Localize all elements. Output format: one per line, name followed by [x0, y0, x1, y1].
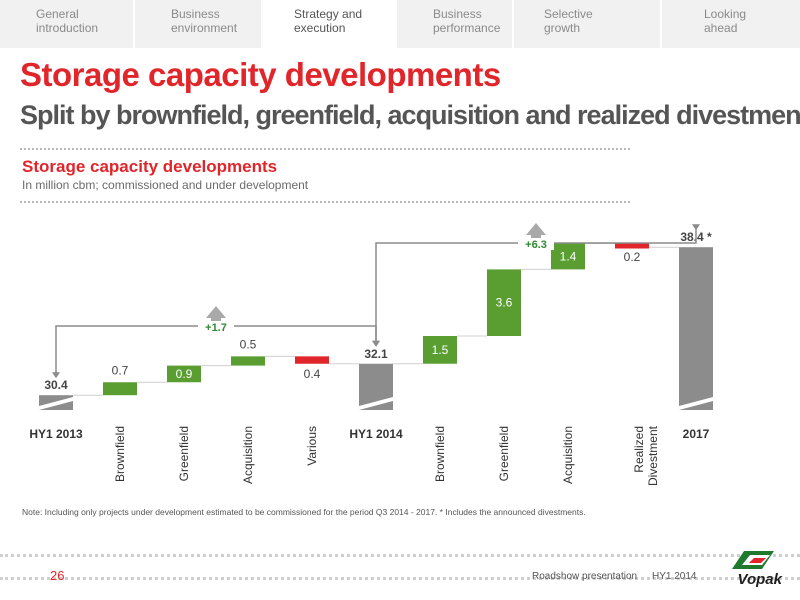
nav-tab-strategy-and-execution[interactable]: Strategy and execution: [263, 0, 397, 48]
axis-break-mark: [359, 397, 393, 410]
nav-tab-selective-growth[interactable]: Selective growth: [514, 0, 662, 48]
data-label: 1.4: [560, 249, 577, 263]
data-label: 0.4: [304, 367, 321, 381]
data-label: 0.7: [112, 363, 129, 377]
category-label: Acquisition: [561, 426, 575, 484]
arrow-head: [692, 224, 700, 231]
category-label: Various: [305, 426, 319, 466]
vopak-logo: Vopak: [716, 549, 796, 591]
page-number: 26: [50, 568, 65, 583]
category-label-line: Brownfield: [113, 426, 127, 482]
data-label: 0.2: [624, 250, 641, 264]
category-label: Greenfield: [177, 426, 191, 481]
top-navigation: General introduction Business environmen…: [0, 0, 800, 48]
annotation-bg: [518, 238, 554, 250]
category-label: HY1 2014: [349, 427, 403, 441]
data-label: 0.5: [240, 337, 257, 351]
nav-tab-label: Business environment: [171, 7, 238, 35]
axis-break-mark: [39, 397, 73, 410]
increase-bar: [103, 382, 137, 396]
annotation-bg: [198, 321, 234, 333]
arrow-head: [372, 340, 380, 347]
category-label-line: Realized: [632, 426, 646, 473]
vopak-logo-icon: [732, 551, 774, 569]
decrease-bar: [295, 356, 329, 364]
waterfall-chart: 30.40.7 0.90.50.432.1 1.53.61.4 0.238.4 *HY…: [29, 223, 713, 486]
footer-divider: [0, 554, 800, 557]
category-label-line: Acquisition: [241, 426, 255, 484]
footer-divider: [0, 577, 800, 580]
annotation-label: +6.3: [525, 239, 547, 251]
data-label: 0.9: [176, 367, 193, 381]
nav-tab-business-performance[interactable]: Business performance: [397, 0, 514, 48]
footer-period: HY1 2014: [652, 571, 697, 582]
nav-tab-label: General introduction: [36, 7, 99, 35]
nav-tab-business-environment[interactable]: Business environment: [135, 0, 263, 48]
data-label: 3.6: [496, 296, 513, 310]
logo-text: Vopak: [737, 571, 782, 588]
category-label-line: Brownfield: [433, 426, 447, 482]
category-label: Acquisition: [241, 426, 255, 484]
divider: [20, 148, 630, 150]
page-subtitle: Split by brownfield, greenfield, acquisi…: [20, 100, 800, 130]
chart-title: Storage capacity developments: [22, 157, 278, 176]
increase-bar: [551, 243, 585, 270]
category-label-line: Greenfield: [497, 426, 511, 481]
data-label: 1.5: [432, 343, 449, 357]
category-label-line: Various: [305, 426, 319, 466]
nav-tab-label: Selective growth: [544, 7, 593, 35]
category-label-line: Greenfield: [177, 426, 191, 481]
category-label: Brownfield: [113, 426, 127, 482]
category-label-line: Acquisition: [561, 426, 575, 484]
category-label: RealizedDivestment: [632, 425, 660, 486]
increase-arrow-icon: [526, 223, 546, 240]
nav-tab-looking-ahead[interactable]: Looking ahead: [662, 0, 800, 48]
nav-tab-general-introduction[interactable]: General introduction: [0, 0, 135, 48]
increase-bar: [423, 336, 457, 364]
nav-tab-label: Strategy and execution: [294, 7, 363, 35]
increase-bar: [167, 365, 201, 383]
category-label-line: Divestment: [646, 425, 660, 486]
arrow-head: [52, 372, 60, 379]
nav-tab-label: Looking ahead: [704, 7, 747, 35]
annotation-label: +1.7: [205, 322, 227, 334]
increase-bar: [487, 269, 521, 336]
footnote: Note: Including only projects under deve…: [22, 507, 586, 517]
decrease-bar: [615, 243, 649, 249]
data-label: 32.1: [364, 347, 388, 361]
increase-arrow-icon: [206, 306, 226, 323]
chart-subtitle: In million cbm; commissioned and under d…: [22, 178, 309, 192]
category-label: 2017: [683, 427, 710, 441]
data-label: 30.4: [44, 378, 68, 392]
nav-tab-label: Business performance: [433, 7, 501, 35]
axis-break-mark: [679, 397, 713, 410]
footer-presentation: Roadshow presentation: [532, 571, 638, 582]
page-title: Storage capacity developments: [20, 56, 501, 93]
total-bar: [679, 247, 713, 410]
category-label: HY1 2013: [29, 427, 83, 441]
divider: [20, 201, 630, 203]
category-label: Brownfield: [433, 426, 447, 482]
increase-bar: [231, 356, 265, 366]
category-label: Greenfield: [497, 426, 511, 481]
